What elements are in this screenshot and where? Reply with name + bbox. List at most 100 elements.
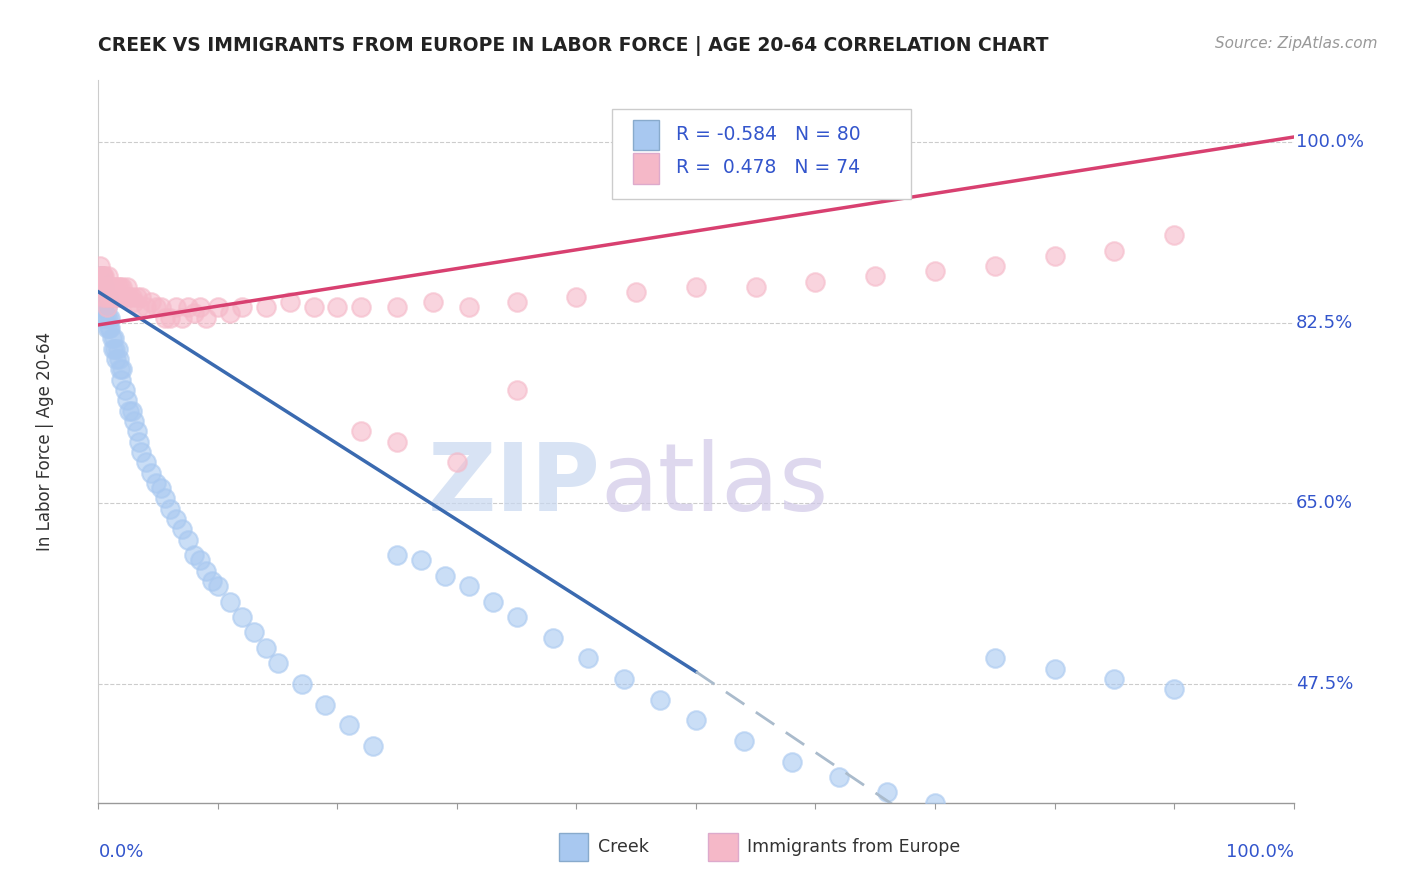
Point [94,290,117,304]
Point [201,574,224,588]
Point [118,403,141,417]
Text: atlas: atlas [600,439,828,531]
Point [94,310,117,325]
Point [89,269,111,284]
Point [98,321,121,335]
Point [97,310,120,325]
Point [1043,662,1066,676]
Text: R = -0.584   N = 80: R = -0.584 N = 80 [676,125,860,144]
Point [89,259,111,273]
Text: 47.5%: 47.5% [1296,675,1354,693]
Point [363,739,385,753]
Point [118,290,141,304]
Point [207,579,229,593]
Point [159,310,181,325]
Point [97,279,120,293]
Point [1163,228,1185,243]
Point [648,692,672,706]
Point [828,770,851,784]
Point [411,553,433,567]
Point [243,625,266,640]
Point [108,362,131,376]
Point [111,279,134,293]
Text: Creek: Creek [598,838,648,855]
Point [339,718,361,732]
Point [506,610,529,624]
Point [104,279,127,293]
Point [278,295,301,310]
Point [135,301,157,315]
Point [104,342,127,356]
Point [91,290,114,304]
Point [91,290,114,304]
Point [125,424,148,438]
Point [139,466,162,480]
Point [97,290,120,304]
Point [125,290,148,304]
Point [254,301,277,315]
Point [114,290,136,304]
Point [446,455,468,469]
Point [165,301,187,315]
Point [984,651,1007,665]
Text: 65.0%: 65.0% [1296,494,1353,513]
Point [124,414,146,428]
Point [924,264,946,278]
Point [91,269,114,284]
Point [105,290,128,304]
Point [91,269,114,284]
Point [91,290,114,304]
Point [177,533,200,547]
Text: Source: ZipAtlas.com: Source: ZipAtlas.com [1215,36,1378,51]
Point [115,279,138,293]
Point [107,279,129,293]
Point [131,290,153,304]
Point [231,610,253,624]
Point [385,434,409,449]
Point [114,383,136,397]
Point [90,301,112,315]
Point [291,677,314,691]
Point [188,553,211,567]
Point [172,522,194,536]
Point [172,310,194,325]
Point [626,285,648,299]
Point [177,301,200,315]
FancyBboxPatch shape [633,153,659,184]
Point [231,301,253,315]
Point [149,301,172,315]
Point [98,279,122,293]
Point [876,785,898,799]
Point [110,290,132,304]
Point [111,362,134,376]
Point [1163,682,1185,697]
Point [93,279,115,293]
Point [188,301,211,315]
Point [159,501,181,516]
Point [145,475,167,490]
Point [458,301,481,315]
Point [506,383,529,397]
Text: ZIP: ZIP [427,439,600,531]
Point [780,755,803,769]
Point [110,373,132,387]
Point [98,321,122,335]
Point [155,310,177,325]
Point [195,564,218,578]
Point [458,579,481,593]
Point [219,305,242,319]
Point [165,512,187,526]
Point [107,351,129,366]
Point [1043,249,1066,263]
Point [565,290,588,304]
Point [98,290,121,304]
Text: 82.5%: 82.5% [1296,314,1353,332]
Point [422,295,444,310]
Point [121,403,143,417]
Point [97,269,120,284]
Point [984,259,1007,273]
Point [90,279,112,293]
Point [107,290,129,304]
Point [302,301,325,315]
Point [100,331,122,345]
